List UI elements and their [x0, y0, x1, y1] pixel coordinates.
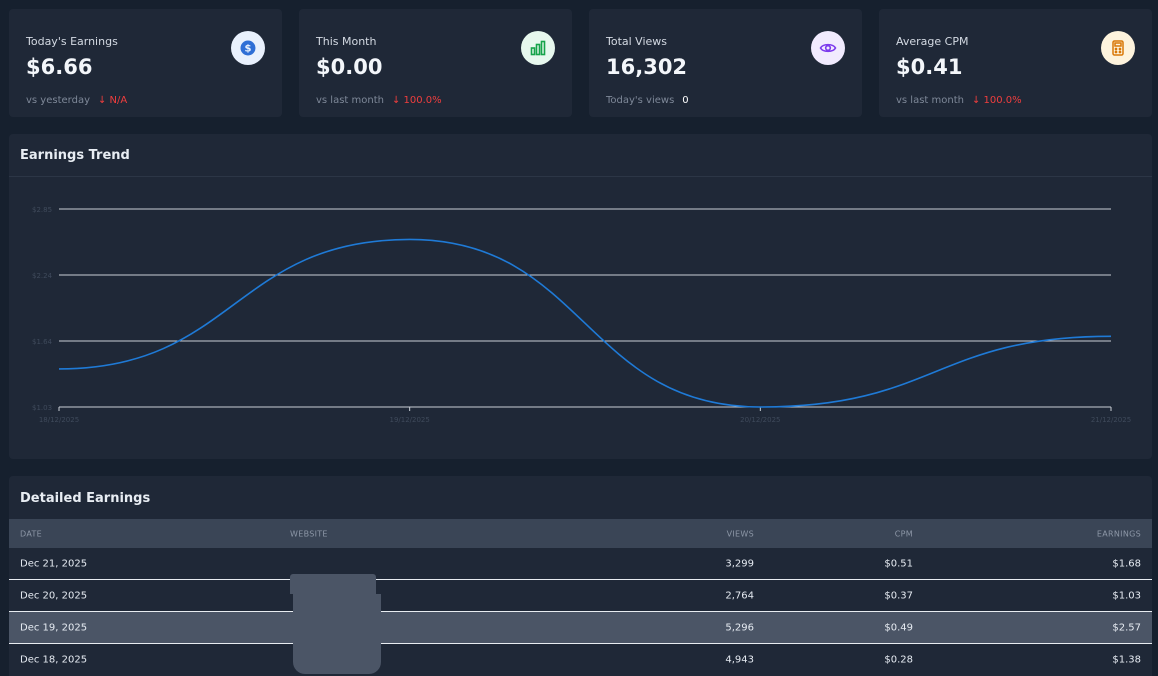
- calculator-icon: [1101, 31, 1135, 65]
- stat-label: This Month: [316, 35, 377, 48]
- x-tick-label: 19/12/2025: [389, 416, 429, 424]
- stat-card-average-cpm: Average CPM $0.41 vs last month ↓ 100.0%: [879, 9, 1152, 117]
- stat-label: Average CPM: [896, 35, 969, 48]
- cell-views: 2,764: [725, 590, 754, 601]
- stat-value: 16,302: [606, 55, 688, 79]
- stat-label: Total Views: [606, 35, 668, 48]
- x-tick-label: 20/12/2025: [740, 416, 780, 424]
- cell-cpm: $0.49: [884, 622, 913, 633]
- cell-date: Dec 18, 2025: [20, 654, 88, 666]
- cell-date: Dec 20, 2025: [20, 590, 88, 601]
- cell-cpm: $0.37: [884, 590, 913, 601]
- stat-change: ↓ 100.0%: [971, 95, 1022, 106]
- y-tick-label: $2.24: [32, 272, 53, 280]
- cell-views: 3,299: [725, 558, 754, 569]
- stat-value: $0.00: [316, 55, 383, 79]
- stat-change: ↓ 100.0%: [391, 95, 442, 106]
- header-cpm[interactable]: CPM: [894, 529, 913, 538]
- stat-comparison: Today's views 0: [606, 95, 689, 106]
- x-tick-label: 18/12/2025: [39, 416, 79, 424]
- cell-earnings: $2.57: [1112, 622, 1141, 633]
- cell-cpm: $0.51: [884, 558, 913, 569]
- y-tick-label: $1.64: [32, 338, 53, 346]
- stat-comparison: vs last month ↓ 100.0%: [896, 95, 1022, 106]
- stat-sub-label: vs last month: [316, 95, 384, 106]
- stat-label: Today's Earnings: [26, 35, 118, 48]
- header-views[interactable]: VIEWS: [726, 529, 754, 538]
- earnings-trend-chart: $1.03 $1.64 $2.24 $2.85 18/12/2025 19/12/2025…: [32, 206, 1131, 424]
- cell-cpm: $0.28: [884, 654, 913, 666]
- stat-value: $0.41: [896, 55, 963, 79]
- table-row[interactable]: Dec 18, 2025 4,943 $0.28 $1.38: [9, 644, 1152, 676]
- stat-sub-label: vs last month: [896, 95, 964, 106]
- stat-change: ↓ N/A: [98, 95, 128, 106]
- table-header: DATE WEBSITE VIEWS CPM EARNINGS: [9, 519, 1152, 548]
- stat-card-this-month: This Month $0.00 vs last month ↓ 100.0%: [299, 9, 572, 117]
- cell-date: Dec 21, 2025: [20, 558, 88, 569]
- table-row[interactable]: Dec 19, 2025 5,296 $0.49 $2.57: [9, 612, 1152, 644]
- table-row[interactable]: Dec 20, 2025 2,764 $0.37 $1.03: [9, 580, 1152, 612]
- detailed-earnings-panel: Detailed Earnings DATE WEBSITE VIEWS CPM…: [9, 476, 1152, 676]
- bar-chart-icon: [521, 31, 555, 65]
- cell-views: 5,296: [725, 622, 754, 633]
- chart-title: Earnings Trend: [20, 148, 130, 163]
- stat-card-total-views: Total Views 16,302 Today's views 0: [589, 9, 862, 117]
- earnings-series-line: [58, 238, 1112, 408]
- y-tick-label: $1.03: [32, 404, 52, 412]
- eye-icon: [811, 31, 845, 65]
- cell-views: 4,943: [725, 654, 754, 666]
- stat-comparison: vs yesterday ↓ N/A: [26, 95, 127, 106]
- stat-change: 0: [682, 95, 689, 106]
- redacted-website: [290, 574, 376, 594]
- cell-earnings: $1.03: [1112, 590, 1141, 601]
- stat-sub-label: Today's views: [606, 95, 675, 106]
- x-tick-label: 21/12/2025: [1091, 416, 1131, 424]
- header-date[interactable]: DATE: [20, 529, 43, 538]
- redacted-website: [293, 594, 381, 674]
- cell-date: Dec 19, 2025: [20, 622, 88, 633]
- stat-comparison: vs last month ↓ 100.0%: [316, 95, 442, 106]
- stat-value: $6.66: [26, 55, 93, 79]
- table-row[interactable]: Dec 21, 2025 3,299 $0.51 $1.68: [9, 548, 1152, 580]
- cell-earnings: $1.38: [1112, 654, 1141, 666]
- panel-divider: [9, 176, 1152, 177]
- svg-text:$: $: [245, 44, 252, 55]
- cell-earnings: $1.68: [1112, 558, 1141, 569]
- header-earnings[interactable]: EARNINGS: [1096, 529, 1141, 538]
- stat-card-todays-earnings: Today's Earnings $6.66 vs yesterday ↓ N/A…: [9, 9, 282, 117]
- table-title: Detailed Earnings: [20, 491, 151, 506]
- dollar-icon: $: [231, 31, 265, 65]
- stat-sub-label: vs yesterday: [26, 95, 90, 106]
- y-tick-label: $2.85: [32, 206, 52, 214]
- header-website[interactable]: WEBSITE: [290, 529, 328, 538]
- earnings-trend-panel: Earnings Trend $1.03 $1.64 $2.24 $2.85 18/12…: [9, 134, 1152, 459]
